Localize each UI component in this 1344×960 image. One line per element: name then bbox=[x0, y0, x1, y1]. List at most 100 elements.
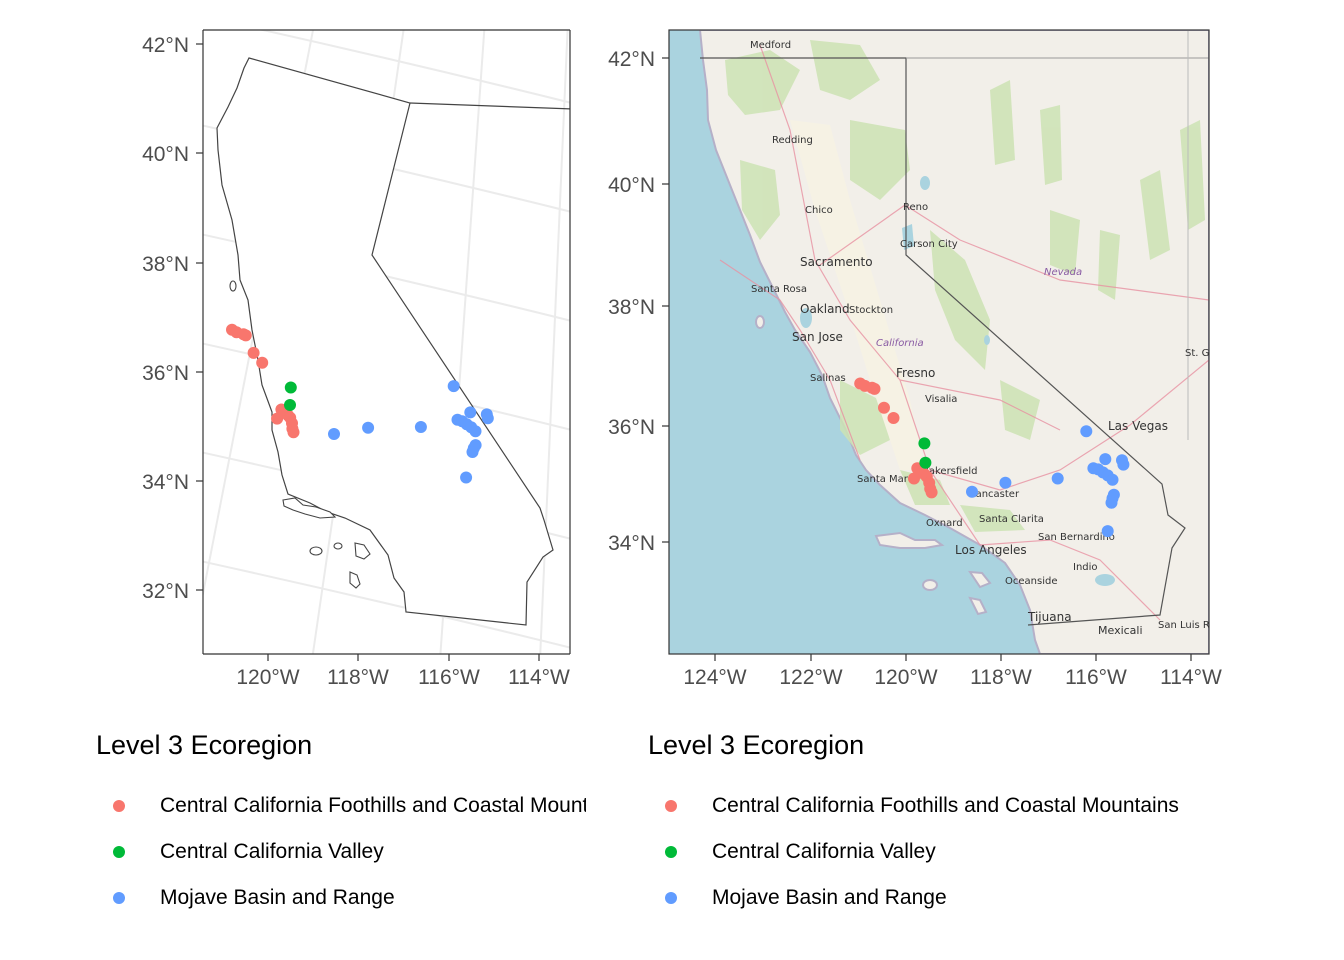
state-border bbox=[700, 57, 1186, 626]
right-map-site-point bbox=[966, 485, 978, 498]
right-lat-tick: 40°N bbox=[608, 174, 655, 197]
right-map-points bbox=[854, 377, 1130, 538]
legend-key-dot bbox=[665, 800, 677, 812]
right-lon-tick: 120°W bbox=[874, 666, 937, 689]
left-map: 42°N 40°N 38°N 36°N 34°N 32°N 120°W 118°… bbox=[142, 29, 571, 689]
right-map-site-point bbox=[868, 382, 881, 395]
svg-text:Santa Clarita: Santa Clarita bbox=[979, 514, 1044, 525]
legend-key-dot bbox=[113, 800, 125, 812]
left-lat-tick: 38°N bbox=[142, 253, 189, 276]
right-lon-tick: 122°W bbox=[779, 666, 842, 689]
right-map-site-point bbox=[999, 476, 1012, 489]
right-map: Medford Redding Chico Reno Carson City S… bbox=[608, 29, 1222, 689]
svg-text:Nevada: Nevada bbox=[1044, 267, 1082, 278]
left-map-site-point bbox=[362, 421, 375, 434]
legend-label: Mojave Basin and Range bbox=[160, 886, 395, 909]
legend-item: Central California Valley bbox=[96, 829, 586, 875]
right-map-site-point bbox=[925, 486, 938, 499]
left-lon-tick: 116°W bbox=[418, 666, 480, 689]
svg-text:Carson City: Carson City bbox=[900, 239, 958, 250]
left-map-site-point bbox=[328, 428, 340, 440]
svg-text:Lancaster: Lancaster bbox=[970, 489, 1020, 500]
left-map-site-point bbox=[481, 412, 494, 425]
left-map-site-point bbox=[239, 329, 252, 342]
left-map-site-point bbox=[247, 346, 260, 359]
svg-text:Visalia: Visalia bbox=[925, 394, 957, 405]
legend-left: Level 3 Ecoregion Central California Foo… bbox=[96, 730, 586, 921]
legend-title: Level 3 Ecoregion bbox=[648, 730, 865, 760]
left-map-site-point bbox=[271, 412, 284, 425]
left-map-site-point bbox=[414, 421, 427, 433]
left-map-site-point bbox=[284, 381, 297, 394]
legend-label: Central California Foothills and Coastal… bbox=[712, 794, 1179, 817]
svg-text:Reno: Reno bbox=[903, 202, 928, 213]
legend-title: Level 3 Ecoregion bbox=[96, 730, 313, 760]
central-valley bbox=[790, 120, 925, 470]
nevada-border-left bbox=[409, 102, 570, 110]
legend-right: Level 3 Ecoregion Central California Foo… bbox=[648, 730, 1288, 921]
left-map-points bbox=[226, 323, 494, 484]
svg-text:Redding: Redding bbox=[772, 135, 813, 146]
right-map-site-point bbox=[887, 412, 900, 424]
svg-text:San Jose: San Jose bbox=[792, 330, 843, 344]
svg-text:Tijuana: Tijuana bbox=[1027, 610, 1072, 624]
legend-item: Mojave Basin and Range bbox=[648, 875, 1288, 921]
svg-text:St. G: St. G bbox=[1185, 348, 1209, 359]
left-map-x-ticks: 120°W 118°W 116°W 114°W bbox=[236, 666, 570, 689]
legend-label: Central California Valley bbox=[712, 840, 936, 863]
svg-text:Fresno: Fresno bbox=[896, 366, 935, 380]
svg-text:Oxnard: Oxnard bbox=[926, 518, 963, 529]
left-map-site-point bbox=[284, 399, 296, 411]
left-map-axes bbox=[196, 29, 571, 661]
svg-text:Las Vegas: Las Vegas bbox=[1108, 419, 1168, 433]
legend-key-dot bbox=[113, 892, 125, 904]
legend-item: Mojave Basin and Range bbox=[96, 875, 586, 921]
place-labels: Medford Redding Chico Reno Carson City S… bbox=[750, 40, 1209, 637]
roads bbox=[719, 44, 1209, 621]
right-lon-tick: 116°W bbox=[1065, 666, 1127, 689]
right-lat-tick: 42°N bbox=[608, 48, 655, 71]
legend-item: Central California Valley bbox=[648, 829, 1288, 875]
left-lat-tick: 32°N bbox=[142, 580, 189, 603]
right-lat-tick: 36°N bbox=[608, 416, 655, 439]
right-map-site-point bbox=[1105, 496, 1118, 509]
left-lon-tick: 120°W bbox=[236, 666, 299, 689]
svg-text:Santa Mar: Santa Mar bbox=[857, 474, 909, 485]
lakes bbox=[800, 176, 1115, 586]
right-map-site-point bbox=[908, 472, 920, 485]
california-outline bbox=[216, 57, 554, 626]
svg-text:Mexicali: Mexicali bbox=[1098, 624, 1143, 637]
right-map-site-point bbox=[1099, 453, 1112, 466]
legend-label: Central California Valley bbox=[160, 840, 384, 863]
left-lat-tick: 34°N bbox=[142, 471, 189, 494]
right-lon-tick: 114°W bbox=[1160, 666, 1222, 689]
left-map-site-point bbox=[469, 425, 482, 438]
svg-text:Chico: Chico bbox=[805, 205, 833, 216]
legend-key-dot bbox=[665, 892, 677, 904]
right-map-site-point bbox=[918, 437, 931, 450]
right-map-x-ticks: 124°W 122°W 120°W 118°W 116°W 114°W bbox=[683, 666, 1222, 689]
left-lat-tick: 36°N bbox=[142, 362, 189, 385]
legend-label: Central California Foothills and Coastal… bbox=[160, 794, 586, 817]
right-map-axes bbox=[662, 29, 1210, 661]
left-map-site-point bbox=[460, 471, 473, 484]
svg-text:Stockton: Stockton bbox=[849, 305, 893, 316]
svg-text:Indio: Indio bbox=[1073, 562, 1098, 573]
svg-text:Oceanside: Oceanside bbox=[1005, 576, 1057, 587]
left-lon-tick: 118°W bbox=[327, 666, 389, 689]
right-lat-tick: 38°N bbox=[608, 296, 655, 319]
legend-key-dot bbox=[665, 846, 677, 858]
left-map-site-point bbox=[447, 380, 460, 393]
left-map-boundaries bbox=[216, 57, 570, 626]
right-map-site-point bbox=[878, 401, 890, 414]
left-lon-tick: 114°W bbox=[508, 666, 570, 689]
right-map-site-point bbox=[1106, 473, 1119, 486]
svg-text:San Bernardino: San Bernardino bbox=[1038, 532, 1115, 543]
right-lon-tick: 124°W bbox=[683, 666, 746, 689]
right-map-site-point bbox=[1101, 525, 1114, 538]
channel-islands bbox=[229, 280, 371, 589]
svg-text:California: California bbox=[876, 338, 924, 349]
right-map-site-point bbox=[919, 456, 932, 469]
right-map-site-point bbox=[1117, 458, 1130, 471]
